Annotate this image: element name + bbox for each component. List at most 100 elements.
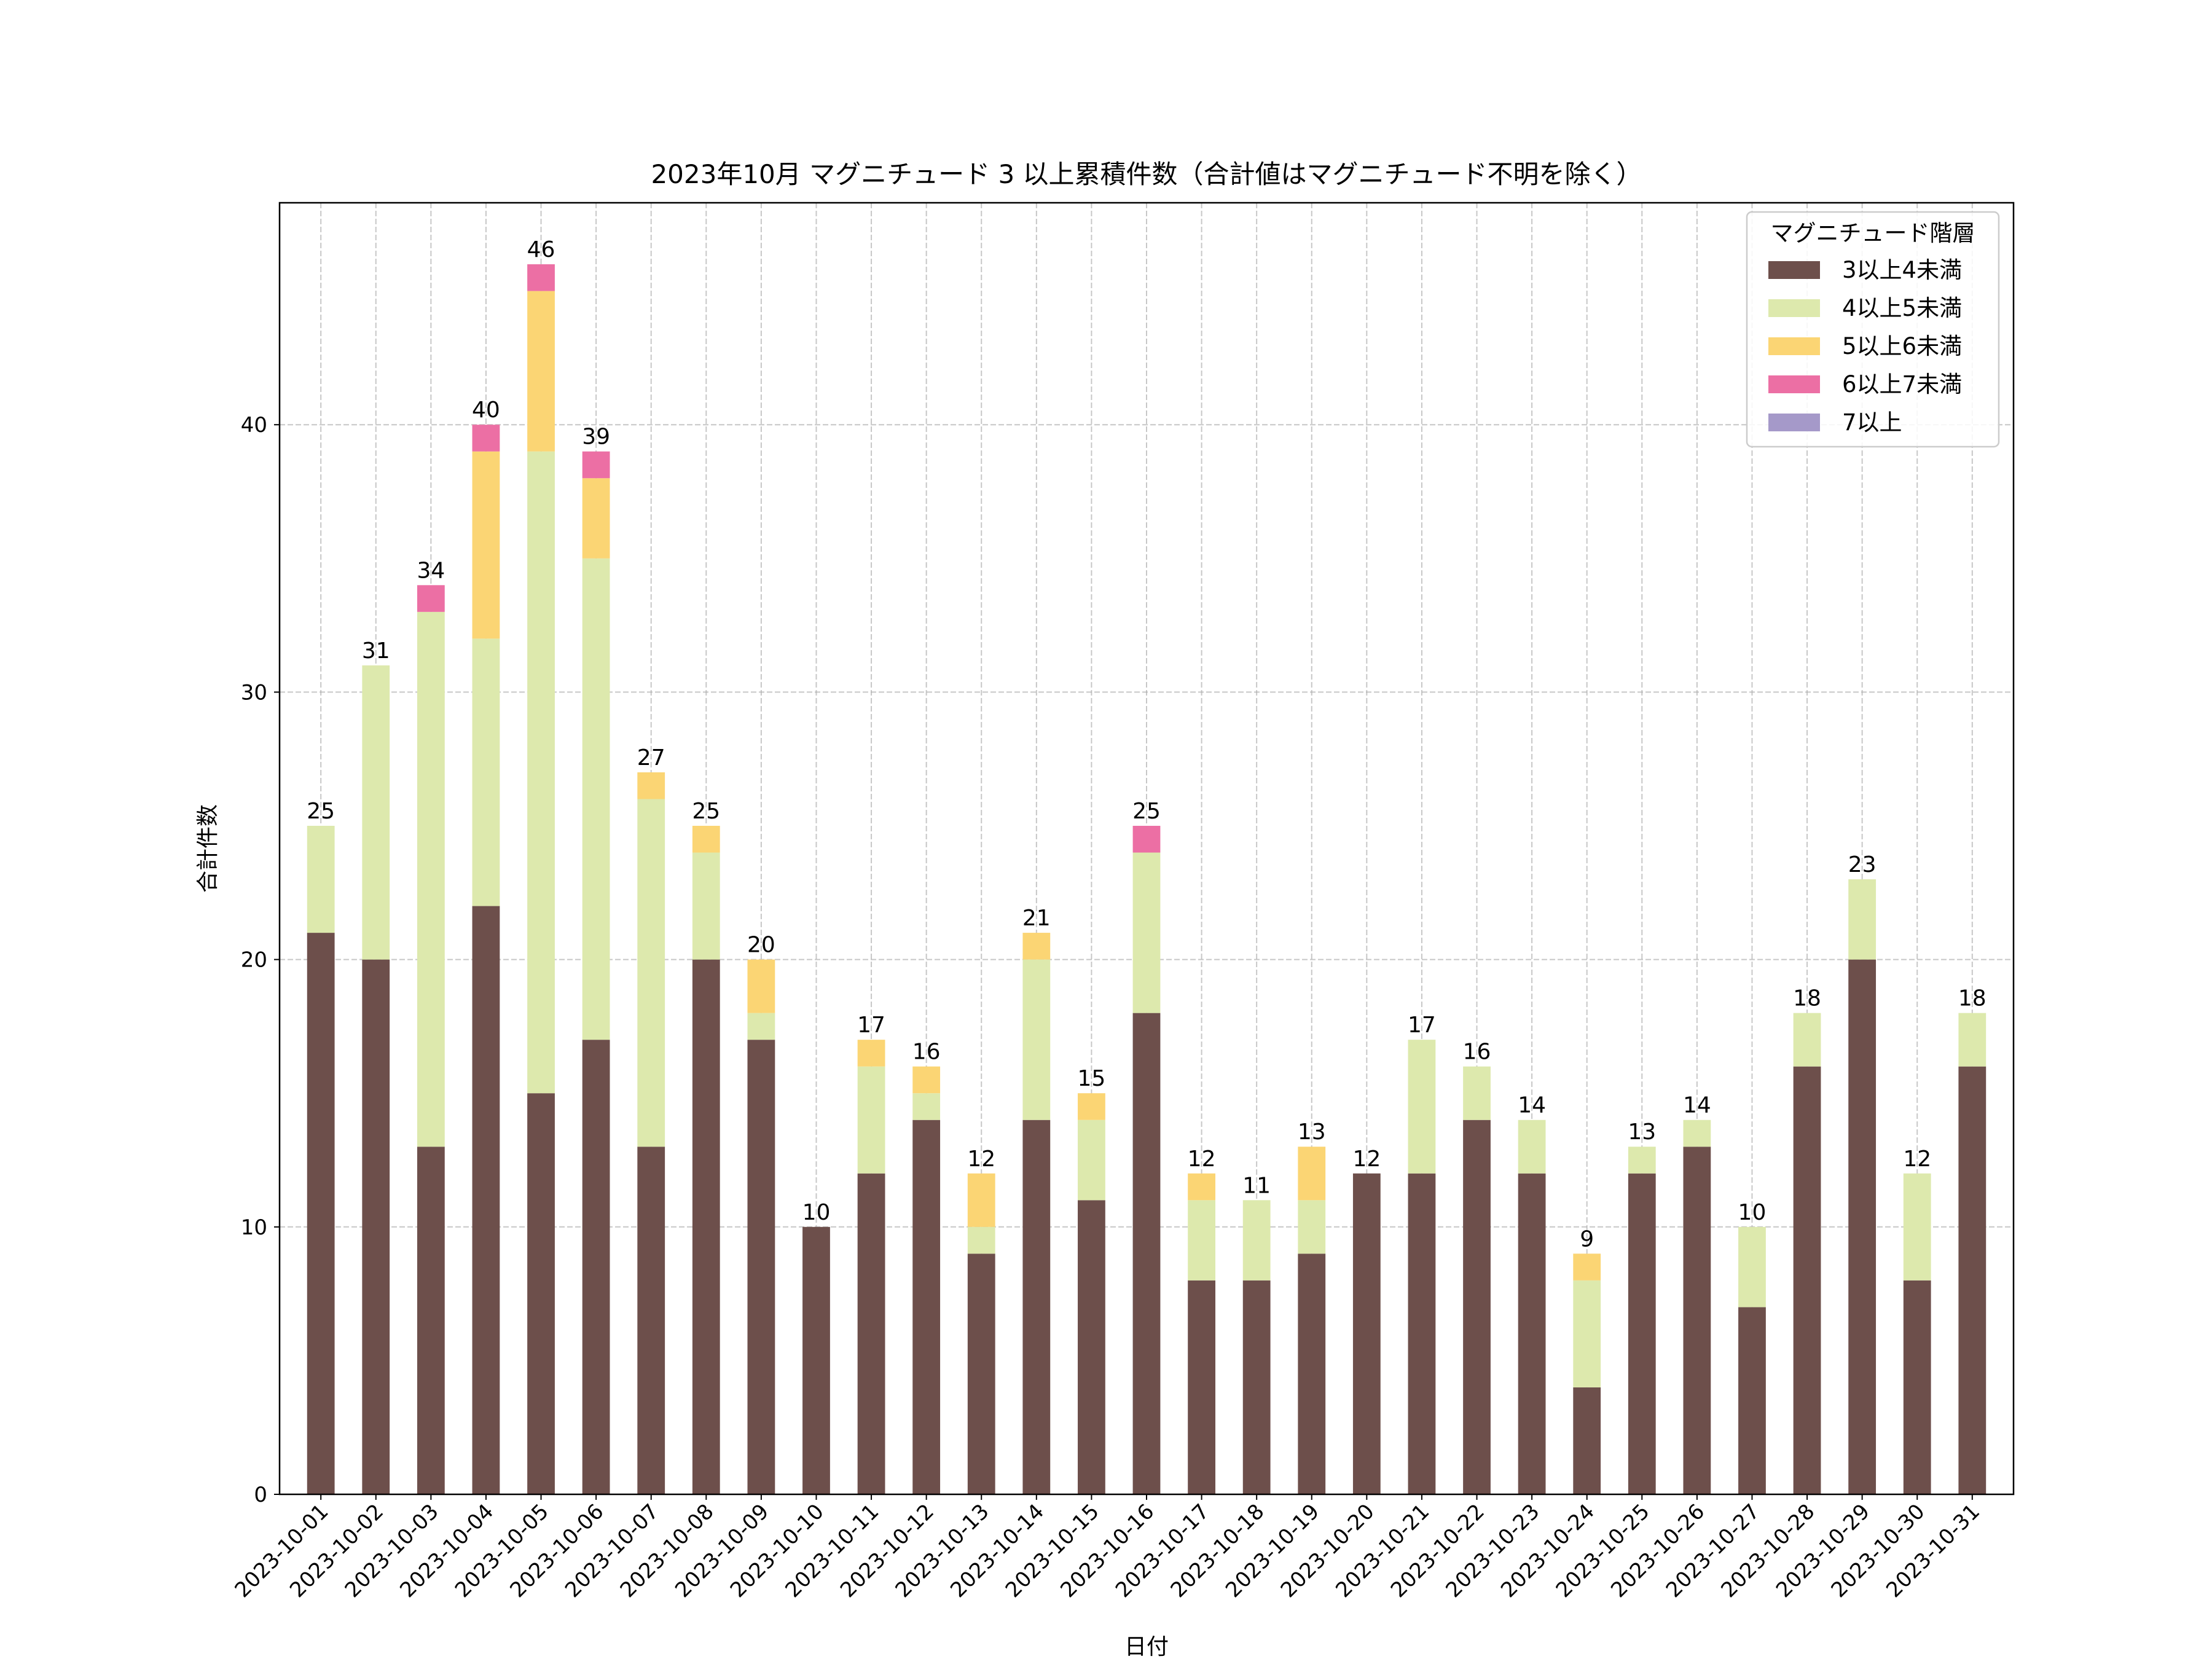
bar-segment-1 [1078,1200,1105,1494]
bar-segment-1 [1628,1173,1656,1494]
total-label: 17 [1408,1013,1436,1038]
y-tick-label: 10 [241,1215,267,1240]
legend-label: 6以上7未満 [1842,371,1962,398]
bar-segment-2 [1573,1280,1601,1387]
x-axis-label: 日付 [1124,1634,1169,1659]
bar-segment-1 [857,1173,885,1494]
bar-segment-2 [417,611,445,1147]
legend-swatch [1768,375,1820,393]
bar-segment-3 [1573,1253,1601,1281]
y-tick-label: 0 [254,1483,267,1507]
bar-segment-1 [307,933,335,1494]
bar-segment-3 [857,1040,885,1067]
bar-segment-2 [1628,1147,1656,1174]
bar-segment-2 [362,665,390,960]
y-tick-label: 20 [241,948,267,973]
bar-segment-1 [1793,1066,1821,1494]
bar-segment-2 [967,1226,995,1254]
total-label: 15 [1078,1066,1106,1091]
total-label: 9 [1580,1226,1594,1252]
total-label: 13 [1628,1120,1656,1145]
bar-segment-2 [1408,1040,1436,1174]
bar-segment-2 [1188,1200,1215,1281]
bar-segment-3 [967,1173,995,1227]
bar-segment-1 [1463,1120,1491,1494]
total-label: 16 [1463,1040,1491,1065]
bar-segment-1 [1573,1387,1601,1494]
bar-segment-2 [857,1066,885,1174]
legend-label: 5以上6未満 [1842,333,1962,359]
bar-segment-1 [1408,1173,1436,1494]
total-label: 14 [1683,1093,1711,1118]
total-labels: 25 31 34 40 46 39 27 25 20 10 17 16 12 21 15 25 12 11 13 12… [307,237,1986,1252]
total-label: 17 [857,1013,885,1038]
bar-segment-1 [637,1147,665,1494]
total-label: 21 [1022,906,1051,931]
total-label: 12 [1903,1147,1931,1172]
bar-segment-2 [692,852,720,960]
legend-label: 4以上5未満 [1842,295,1962,321]
total-label: 16 [912,1040,941,1065]
y-axis-label: 合計件数 [195,804,221,893]
total-label: 25 [307,799,335,824]
bar-segment-2 [1518,1120,1546,1174]
total-label: 25 [692,799,720,824]
total-label: 13 [1298,1120,1326,1145]
bar-segment-2 [582,558,610,1040]
bar-segment-2 [472,638,500,906]
legend-swatch [1768,299,1820,317]
bar-segment-1 [1242,1280,1271,1494]
bar-segment-1 [582,1040,610,1494]
bar-segment-2 [307,826,335,933]
total-label: 12 [1352,1147,1381,1172]
total-label: 40 [472,398,500,423]
bar-segment-3 [1188,1173,1215,1201]
bar-segment-2 [1958,1013,1986,1067]
bar-segment-2 [637,799,665,1147]
bar-segment-1 [1518,1173,1546,1494]
total-label: 10 [1738,1200,1767,1225]
bar-segment-1 [1298,1253,1326,1494]
total-label: 14 [1518,1093,1546,1118]
total-label: 10 [802,1200,831,1225]
bar-segment-2 [912,1093,941,1120]
bar-segment-1 [472,906,500,1494]
bar-segment-2 [1022,959,1051,1120]
chart-title: 2023年10月 マグニチュード 3 以上累積件数（合計値はマグニチュード不明を… [651,159,1642,189]
total-label: 11 [1242,1173,1271,1198]
bar-segment-3 [912,1066,941,1094]
bar-segment-4 [472,425,500,452]
total-label: 31 [362,638,390,664]
bar-segment-4 [582,451,610,479]
bar-segment-3 [637,772,665,799]
total-label: 34 [417,558,445,583]
bar-segment-1 [1188,1280,1215,1494]
total-label: 12 [967,1147,995,1172]
bar-segment-1 [417,1147,445,1494]
legend: マグニチュード階層 3以上4未満 4以上5未満 5以上6未満 6以上7未満 7以上 [1746,211,2000,448]
bar-segment-1 [1352,1173,1381,1494]
bar-segment-2 [527,451,555,1094]
bar-segment-2 [1132,852,1161,1013]
bar-segment-4 [417,585,445,612]
bar-segment-2 [1903,1173,1931,1281]
total-label: 12 [1188,1147,1216,1172]
bar-segment-1 [1132,1013,1161,1494]
bar-segment-2 [1242,1200,1271,1281]
total-label: 27 [637,745,665,771]
bar-segment-3 [582,478,610,559]
total-label: 39 [582,425,610,450]
bar-segment-3 [1078,1093,1105,1120]
bar-segment-1 [1683,1147,1711,1494]
bar-segment-1 [747,1040,775,1494]
bar-segment-3 [1022,933,1051,960]
bar-segment-2 [1463,1066,1491,1120]
bar-segment-2 [1683,1120,1711,1147]
total-label: 18 [1793,986,1821,1011]
bar-segment-1 [802,1226,830,1494]
bar-segment-4 [1132,826,1161,853]
bar-segment-2 [1078,1120,1105,1201]
legend-label: 7以上 [1842,409,1902,436]
legend-title: マグニチュード階層 [1771,220,1975,246]
